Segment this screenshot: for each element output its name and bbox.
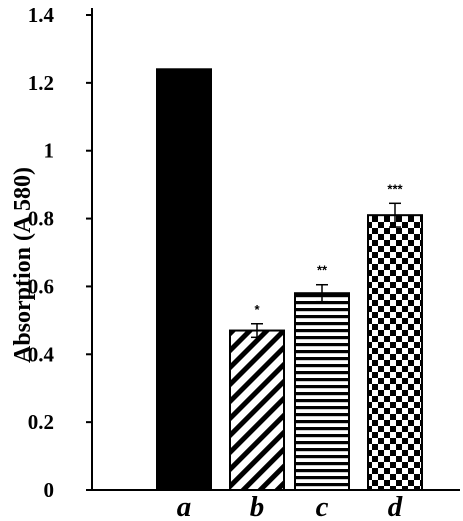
bars-group [156,68,423,492]
category-label-d: d [388,491,403,521]
bar-c [294,292,350,492]
significance-label-d: *** [387,181,403,196]
y-tick-label: 1.2 [28,71,54,95]
category-label-c: c [316,491,329,521]
y-tick-label: 0.8 [28,207,54,231]
x-axis-category-labels: a b c d [177,491,403,521]
category-label-a: a [177,491,192,521]
bar-b [229,329,285,491]
y-tick-label: 0.4 [28,342,55,366]
significance-label-c: ** [317,263,328,278]
y-axis-ticks: 0 0.2 0.4 0.6 0.8 1 1.2 1.4 [28,3,92,502]
bar-d [367,214,423,492]
y-tick-label: 0.2 [28,410,54,434]
significance-label-b: * [254,302,260,317]
bar-a [156,68,212,492]
y-axis-label: Absorption (A 580) [10,167,36,363]
significance-labels-group: ****** [254,181,403,316]
category-label-b: b [250,491,265,521]
error-bars-group [251,202,401,339]
y-tick-label: 0 [44,478,55,502]
y-tick-label: 1.4 [28,3,55,27]
y-tick-label: 0.6 [28,274,54,298]
y-tick-label: 1 [44,139,55,163]
